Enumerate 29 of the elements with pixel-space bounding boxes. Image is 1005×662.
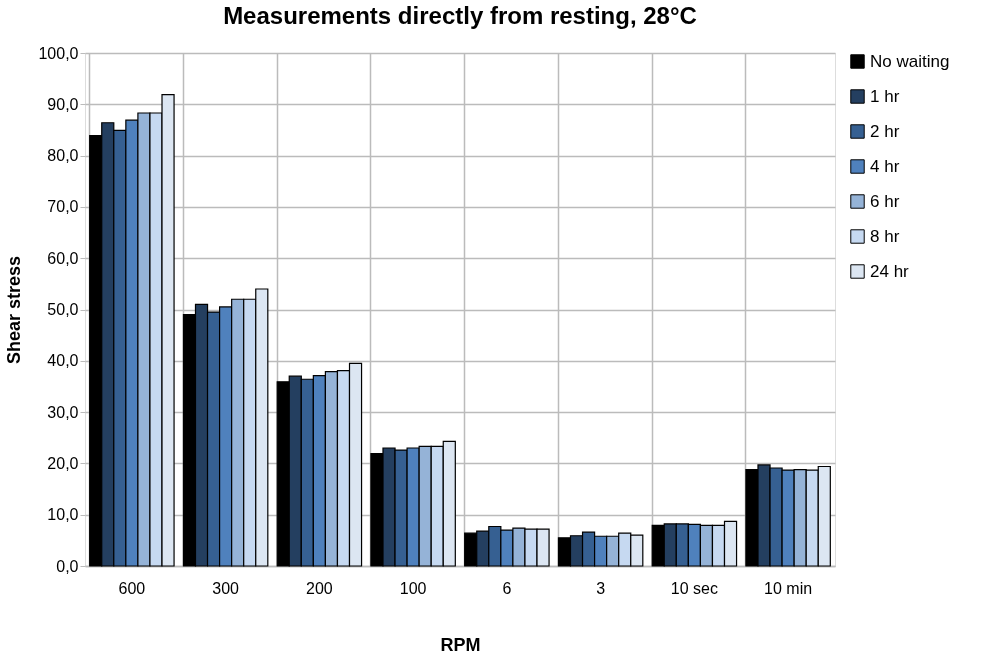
x-tick-label: 100 [399, 579, 427, 597]
x-tick-label: 300 [212, 579, 240, 597]
x-tick-label: 6 [502, 579, 512, 597]
chart-title: Measurements directly from resting, 28°C [223, 2, 697, 29]
legend-label: 1 hr [870, 86, 900, 106]
y-tick-label: 20,0 [47, 454, 79, 472]
x-tick-label: 200 [306, 579, 333, 597]
x-tick-label: 10 sec [670, 579, 718, 597]
legend-label: 8 hr [870, 226, 900, 246]
y-tick-label: 90,0 [47, 95, 79, 113]
legend-label: No waiting [870, 51, 950, 71]
x-tick-label: 10 min [764, 579, 813, 597]
y-tick-label: 0,0 [56, 557, 79, 575]
y-tick-label: 80,0 [47, 147, 79, 165]
legend-label: 4 hr [870, 156, 900, 176]
y-tick-label: 30,0 [47, 403, 79, 421]
y-tick-label: 100,0 [38, 44, 79, 62]
y-tick-label: 40,0 [47, 352, 79, 370]
x-tick-label: 600 [118, 579, 146, 597]
legend-label: 6 hr [870, 191, 900, 211]
y-tick-label: 10,0 [47, 506, 79, 524]
y-axis-title: Shear stress [4, 255, 25, 365]
x-tick-label: 3 [596, 579, 606, 597]
legend-label: 2 hr [870, 121, 900, 141]
y-tick-label: 60,0 [47, 249, 79, 267]
y-tick-label: 50,0 [47, 301, 79, 318]
legend-label: 24 hr [870, 261, 910, 281]
x-axis-title: RPM [440, 634, 481, 655]
y-tick-label: 70,0 [47, 198, 79, 216]
